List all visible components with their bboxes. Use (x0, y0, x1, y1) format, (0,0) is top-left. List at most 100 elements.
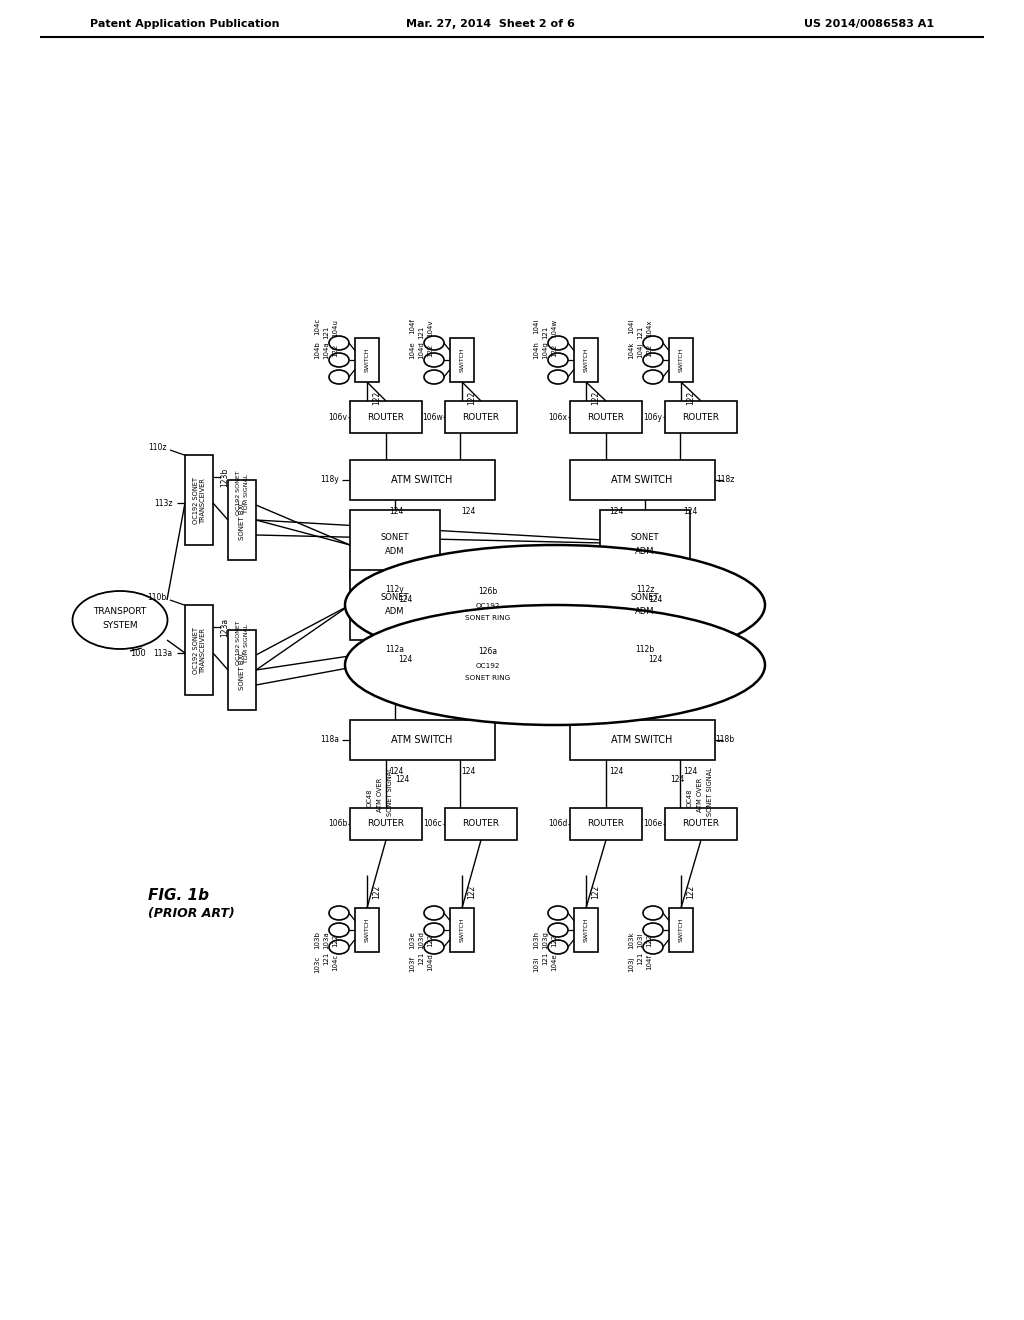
Text: ADM: ADM (385, 607, 404, 616)
Text: 122: 122 (592, 391, 600, 405)
Ellipse shape (329, 940, 349, 954)
Bar (570, 401, 642, 433)
Text: 103h: 103h (534, 931, 539, 949)
Text: SWITCH: SWITCH (460, 917, 465, 942)
Text: SONET BXC: SONET BXC (239, 651, 245, 690)
Text: 103c: 103c (314, 956, 319, 973)
Text: 121: 121 (323, 952, 329, 965)
Text: OC192 SONET: OC192 SONET (236, 471, 241, 515)
Bar (355, 908, 379, 952)
Text: SWITCH: SWITCH (584, 347, 589, 372)
Text: SONET: SONET (631, 594, 659, 602)
Bar (600, 570, 690, 640)
Text: ROUTER: ROUTER (368, 820, 404, 829)
Text: 124: 124 (395, 776, 410, 784)
Text: OC48: OC48 (687, 789, 693, 808)
Text: 103j: 103j (628, 956, 634, 972)
Text: 124: 124 (683, 767, 697, 776)
Text: 122: 122 (427, 343, 433, 356)
Text: 118a: 118a (321, 735, 340, 744)
Text: 124: 124 (461, 767, 475, 776)
Ellipse shape (548, 940, 568, 954)
Bar (669, 338, 693, 381)
Text: 104b: 104b (314, 341, 319, 359)
Text: 104d: 104d (427, 953, 433, 972)
Text: 106w: 106w (423, 412, 443, 421)
Text: 121: 121 (418, 325, 424, 339)
Text: 110b: 110b (147, 593, 167, 602)
Text: 124: 124 (648, 595, 663, 605)
Bar (350, 510, 440, 579)
Bar (450, 908, 474, 952)
Bar (228, 480, 256, 560)
Text: 103g: 103g (542, 931, 548, 949)
Bar (445, 808, 517, 840)
Ellipse shape (424, 940, 444, 954)
Text: Mar. 27, 2014  Sheet 2 of 6: Mar. 27, 2014 Sheet 2 of 6 (406, 18, 574, 29)
Text: 106c: 106c (424, 820, 442, 829)
Text: 122: 122 (686, 391, 695, 405)
Ellipse shape (548, 923, 568, 937)
Bar (574, 338, 598, 381)
Text: 112b: 112b (636, 645, 654, 655)
Text: TDM SIGNAL: TDM SIGNAL (245, 623, 250, 663)
Text: 124: 124 (389, 507, 403, 516)
Text: 106x: 106x (549, 412, 567, 421)
Text: 118y: 118y (321, 475, 339, 484)
Bar (350, 719, 495, 760)
Bar (665, 808, 737, 840)
Text: 112a: 112a (385, 645, 404, 655)
Text: ROUTER: ROUTER (683, 820, 720, 829)
Text: SONET: SONET (631, 533, 659, 543)
Bar (665, 401, 737, 433)
Text: 124: 124 (397, 595, 413, 605)
Text: 104u: 104u (332, 319, 338, 337)
Ellipse shape (345, 605, 765, 725)
Text: 123a: 123a (220, 618, 229, 636)
Text: OC192 SONET
TRANSCEIVER: OC192 SONET TRANSCEIVER (193, 477, 206, 524)
Text: OC192 SONET
TRANSCEIVER: OC192 SONET TRANSCEIVER (193, 627, 206, 673)
Text: SONET SIGNAL: SONET SIGNAL (707, 768, 713, 816)
Text: 121: 121 (637, 952, 643, 965)
Text: 122: 122 (646, 933, 652, 946)
Text: ROUTER: ROUTER (368, 412, 404, 421)
Text: 106v: 106v (329, 412, 347, 421)
Text: 104d: 104d (418, 341, 424, 359)
Text: (PRIOR ART): (PRIOR ART) (148, 908, 234, 920)
Text: 122: 122 (332, 343, 338, 356)
Text: 104k: 104k (628, 342, 634, 359)
Text: 103i: 103i (534, 956, 539, 972)
Text: 124: 124 (609, 507, 624, 516)
Text: 100: 100 (130, 648, 145, 657)
Text: OC192: OC192 (476, 603, 501, 609)
Text: Patent Application Publication: Patent Application Publication (90, 18, 280, 29)
Text: SWITCH: SWITCH (460, 347, 465, 372)
Text: 104f: 104f (409, 318, 415, 334)
Text: 122: 122 (373, 884, 382, 899)
Text: 124: 124 (683, 507, 697, 516)
Ellipse shape (643, 370, 663, 384)
Text: TDM SIGNAL: TDM SIGNAL (245, 474, 250, 512)
Text: 124: 124 (609, 767, 624, 776)
Text: 126a: 126a (478, 648, 498, 656)
Ellipse shape (548, 337, 568, 350)
Text: 104a: 104a (323, 341, 329, 359)
Text: 113z: 113z (154, 499, 172, 507)
Text: 103f: 103f (409, 956, 415, 972)
Text: 122: 122 (686, 884, 695, 899)
Text: ROUTER: ROUTER (463, 412, 500, 421)
Text: ROUTER: ROUTER (463, 820, 500, 829)
Bar (600, 510, 690, 579)
Text: 106e: 106e (643, 820, 663, 829)
Text: ADM: ADM (635, 607, 654, 616)
Text: 121: 121 (637, 325, 643, 339)
Text: 103l: 103l (637, 932, 643, 948)
Text: 103b: 103b (314, 931, 319, 949)
Text: 103e: 103e (409, 931, 415, 949)
Text: OC192: OC192 (476, 663, 501, 669)
Text: 104c: 104c (332, 953, 338, 970)
Text: 122: 122 (332, 933, 338, 946)
Ellipse shape (424, 906, 444, 920)
Ellipse shape (643, 906, 663, 920)
Text: 104c: 104c (314, 317, 319, 335)
